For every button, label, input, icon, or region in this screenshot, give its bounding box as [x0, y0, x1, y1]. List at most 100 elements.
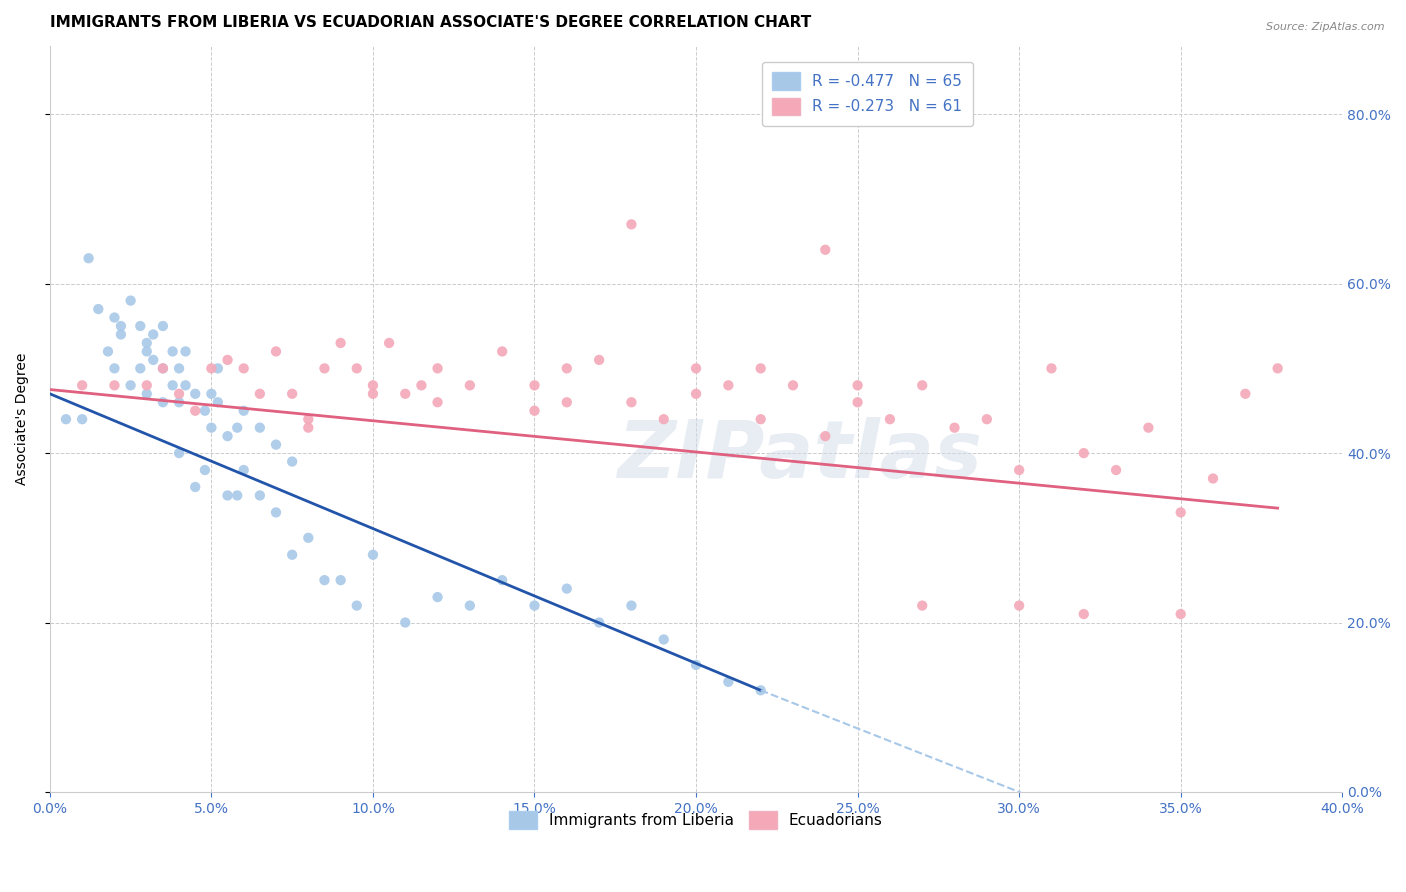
Point — [103, 378, 125, 392]
Point — [297, 412, 319, 426]
Point — [135, 335, 157, 350]
Point — [491, 573, 513, 587]
Point — [1137, 420, 1160, 434]
Point — [846, 378, 869, 392]
Point — [226, 420, 249, 434]
Point — [249, 488, 271, 502]
Point — [782, 378, 804, 392]
Point — [361, 378, 384, 392]
Point — [426, 590, 449, 604]
Point — [814, 429, 837, 443]
Point — [1008, 599, 1031, 613]
Point — [135, 386, 157, 401]
Point — [103, 310, 125, 325]
Point — [1170, 607, 1192, 621]
Point — [232, 463, 254, 477]
Point — [685, 386, 707, 401]
Point — [411, 378, 433, 392]
Point — [249, 386, 271, 401]
Point — [129, 318, 152, 333]
Point — [426, 361, 449, 376]
Point — [620, 395, 643, 409]
Point — [458, 599, 481, 613]
Point — [129, 361, 152, 376]
Point — [846, 395, 869, 409]
Point — [361, 548, 384, 562]
Point — [281, 454, 304, 468]
Point — [717, 378, 740, 392]
Y-axis label: Associate's Degree: Associate's Degree — [15, 353, 30, 485]
Point — [217, 429, 239, 443]
Point — [135, 378, 157, 392]
Point — [174, 344, 197, 359]
Point — [217, 488, 239, 502]
Point — [200, 420, 222, 434]
Point — [55, 412, 77, 426]
Point — [749, 361, 772, 376]
Point — [523, 378, 546, 392]
Point — [1073, 607, 1095, 621]
Point — [1105, 463, 1128, 477]
Point — [685, 361, 707, 376]
Point — [264, 344, 287, 359]
Legend: Immigrants from Liberia, Ecuadorians: Immigrants from Liberia, Ecuadorians — [502, 804, 890, 837]
Point — [329, 335, 352, 350]
Point — [314, 573, 336, 587]
Point — [394, 615, 416, 630]
Point — [652, 632, 675, 647]
Point — [200, 361, 222, 376]
Point — [976, 412, 998, 426]
Point — [588, 352, 610, 367]
Point — [110, 318, 132, 333]
Text: IMMIGRANTS FROM LIBERIA VS ECUADORIAN ASSOCIATE'S DEGREE CORRELATION CHART: IMMIGRANTS FROM LIBERIA VS ECUADORIAN AS… — [49, 15, 811, 30]
Point — [685, 657, 707, 672]
Point — [346, 599, 368, 613]
Point — [184, 403, 207, 417]
Point — [97, 344, 120, 359]
Point — [943, 420, 966, 434]
Point — [1267, 361, 1289, 376]
Point — [717, 674, 740, 689]
Point — [167, 446, 190, 460]
Point — [232, 403, 254, 417]
Point — [394, 386, 416, 401]
Point — [378, 335, 401, 350]
Point — [652, 412, 675, 426]
Point — [555, 395, 578, 409]
Point — [1202, 471, 1225, 485]
Point — [162, 344, 184, 359]
Point — [152, 395, 174, 409]
Point — [194, 463, 217, 477]
Point — [1073, 446, 1095, 460]
Point — [491, 344, 513, 359]
Point — [120, 378, 142, 392]
Point — [555, 361, 578, 376]
Point — [167, 395, 190, 409]
Point — [1040, 361, 1063, 376]
Point — [281, 386, 304, 401]
Point — [120, 293, 142, 308]
Point — [152, 361, 174, 376]
Point — [264, 437, 287, 451]
Point — [297, 420, 319, 434]
Point — [207, 361, 229, 376]
Point — [110, 327, 132, 342]
Point — [1234, 386, 1257, 401]
Point — [281, 548, 304, 562]
Point — [911, 599, 934, 613]
Point — [523, 403, 546, 417]
Point — [70, 378, 93, 392]
Point — [167, 361, 190, 376]
Point — [167, 386, 190, 401]
Point — [314, 361, 336, 376]
Point — [1008, 463, 1031, 477]
Text: ZIPatlas: ZIPatlas — [617, 417, 981, 495]
Point — [1170, 505, 1192, 519]
Point — [70, 412, 93, 426]
Point — [911, 378, 934, 392]
Point — [162, 378, 184, 392]
Point — [232, 361, 254, 376]
Point — [620, 599, 643, 613]
Point — [207, 395, 229, 409]
Point — [217, 352, 239, 367]
